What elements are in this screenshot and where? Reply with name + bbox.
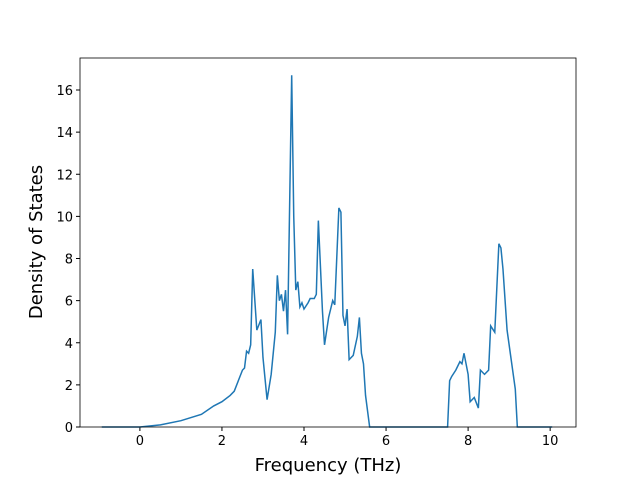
y-tick-label: 0 [65, 421, 73, 436]
y-tick-label: 10 [56, 210, 73, 225]
y-tick-label: 14 [56, 126, 73, 141]
y-tick-label: 16 [56, 84, 73, 99]
y-tick-label: 12 [56, 168, 73, 183]
plot-frame [79, 57, 577, 428]
x-axis-label: Frequency (THz) [255, 455, 402, 476]
x-tick-label: 8 [464, 434, 472, 449]
x-tick-label: 0 [136, 434, 144, 449]
y-tick-label: 6 [65, 295, 73, 310]
y-axis-label: Density of States [26, 165, 47, 319]
y-tick-label: 4 [65, 337, 73, 352]
x-tick-label: 2 [218, 434, 226, 449]
line [101, 75, 553, 428]
x-tick-label: 6 [382, 434, 390, 449]
y-tick-label: 8 [65, 253, 73, 268]
x-tick-label: 4 [300, 434, 308, 449]
x-tick-label: 10 [542, 434, 559, 449]
y-tick-label: 2 [65, 379, 73, 394]
